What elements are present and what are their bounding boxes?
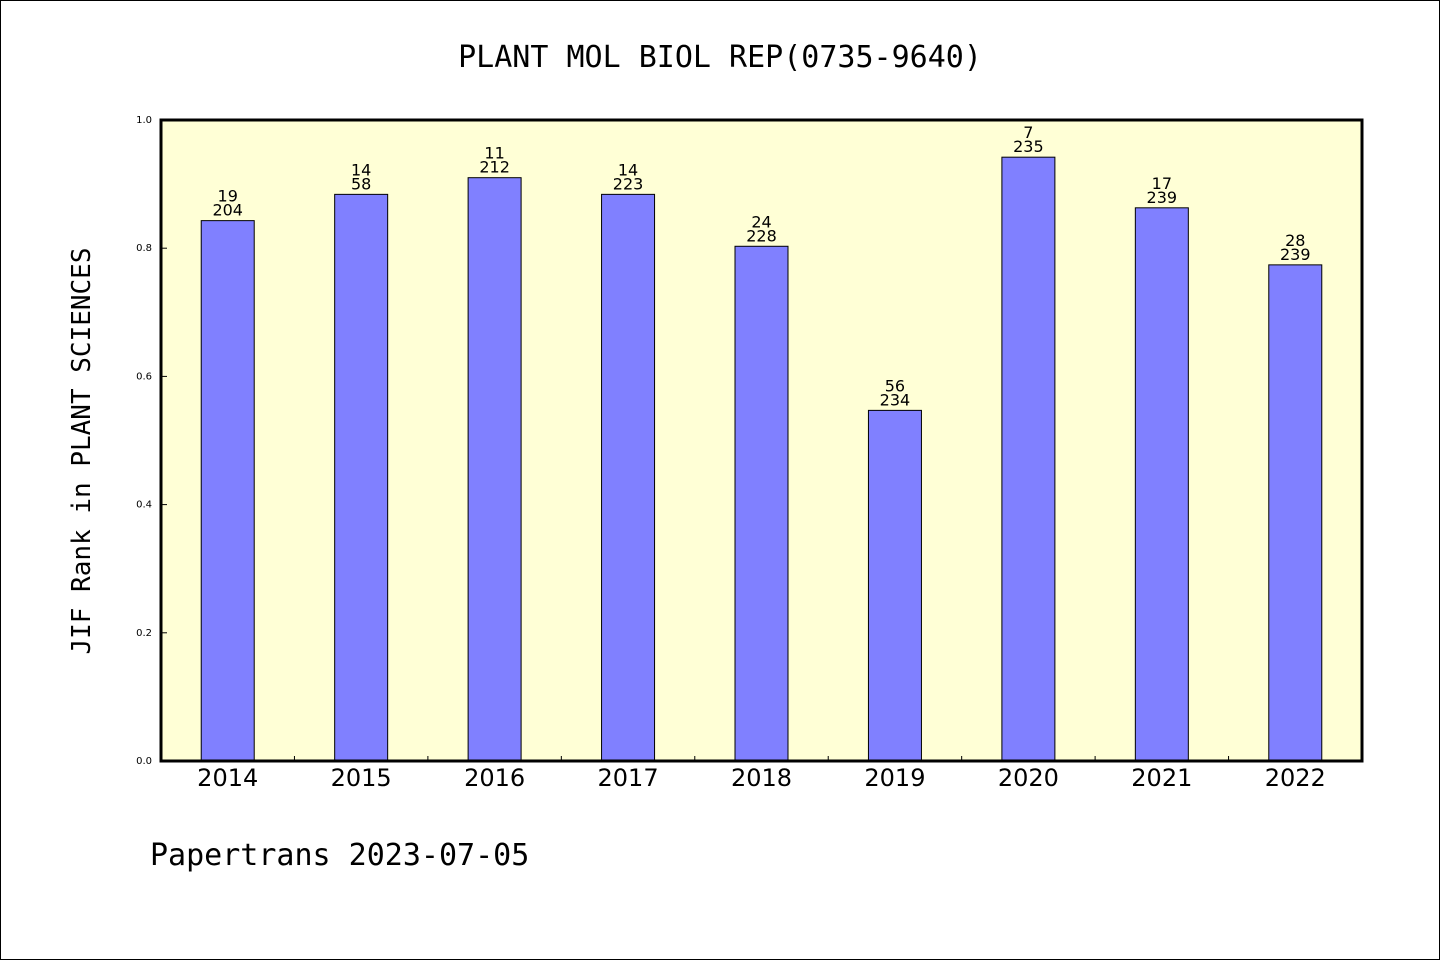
bar-rank-label: 24 bbox=[751, 212, 771, 231]
bar-rank-label: 11 bbox=[484, 144, 504, 163]
x-tick-label: 2022 bbox=[1265, 764, 1326, 792]
x-tick-label: 2021 bbox=[1131, 764, 1192, 792]
bar-total-label: 204 bbox=[212, 201, 243, 220]
bar-2020 bbox=[1001, 156, 1056, 762]
y-tick-label: 0.2 bbox=[136, 628, 152, 639]
bars-group bbox=[200, 156, 1323, 762]
y-axis-label: JIF Rank in PLANT SCIENCES bbox=[67, 248, 97, 655]
bar-2015 bbox=[334, 193, 389, 762]
bar-rank-label: 19 bbox=[218, 187, 238, 206]
x-tick-label: 2015 bbox=[331, 764, 392, 792]
x-tick-label: 2016 bbox=[464, 764, 525, 792]
bar-total-label: 239 bbox=[1280, 245, 1311, 264]
bar-rank-label: 14 bbox=[351, 160, 371, 179]
bar-rank-label: 7 bbox=[1023, 123, 1033, 142]
x-tick-label: 2018 bbox=[731, 764, 792, 792]
bar-total-label: 58 bbox=[351, 174, 371, 193]
y-tick-label: 0.6 bbox=[136, 371, 152, 382]
footer-text: Papertrans 2023-07-05 bbox=[150, 838, 529, 873]
bar-total-label: 228 bbox=[746, 226, 777, 245]
y-tick-label: 1.0 bbox=[136, 115, 152, 126]
x-tick-label: 2014 bbox=[197, 764, 258, 792]
bar-total-label: 235 bbox=[1013, 137, 1044, 156]
x-axis: 2014 2015 2016 2017 2018 2019 2020 2021 2022 bbox=[197, 756, 1326, 792]
bar-2014 bbox=[200, 220, 255, 762]
bar-2021 bbox=[1134, 207, 1189, 762]
bar-rank-label: 14 bbox=[618, 160, 638, 179]
bar-2017 bbox=[601, 193, 656, 762]
bar-total-label: 239 bbox=[1147, 188, 1178, 207]
plot-border bbox=[159, 118, 1364, 763]
bar-rank-label: 17 bbox=[1152, 174, 1172, 193]
x-tick-label: 2017 bbox=[598, 764, 659, 792]
bar-2019 bbox=[867, 409, 922, 762]
x-tick-label: 2019 bbox=[864, 764, 925, 792]
y-tick-label: 0.4 bbox=[136, 500, 152, 511]
bar-total-label: 223 bbox=[613, 174, 644, 193]
bar-total-label: 234 bbox=[880, 390, 911, 409]
y-tick-label: 0.0 bbox=[136, 756, 152, 767]
bar-total-label: 212 bbox=[479, 158, 510, 177]
chart-title: PLANT MOL BIOL REP(0735-9640) bbox=[458, 40, 982, 75]
bar-2016 bbox=[467, 177, 522, 762]
bar-rank-label: 28 bbox=[1285, 231, 1305, 250]
bar-rank-label: 56 bbox=[885, 376, 905, 395]
y-tick-label: 0.8 bbox=[136, 243, 152, 254]
bar-2022 bbox=[1268, 264, 1323, 762]
bar-2018 bbox=[734, 245, 789, 762]
x-tick-label: 2020 bbox=[998, 764, 1059, 792]
